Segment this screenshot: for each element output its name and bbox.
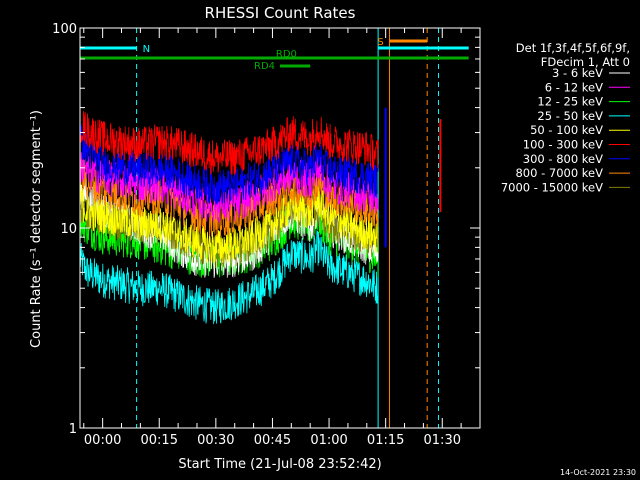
y-tick-label-1: 10 xyxy=(60,222,77,237)
legend-label-8: 7000 - 15000 keV xyxy=(501,180,603,194)
x-axis-label: Start Time (21-Jul-08 23:52:42) xyxy=(178,457,381,472)
flag-label-n-0: N xyxy=(143,44,150,55)
flag-label-rd4-4: RD4 xyxy=(254,61,275,72)
axes-layer: 1 10 100 00:00 00:15 00:30 00:45 01:00 01:15 01:3… xyxy=(52,22,481,448)
x-tick-label-3: 00:45 xyxy=(254,433,291,448)
x-tick-label-5: 01:15 xyxy=(367,433,404,448)
x-tick-label-6: 01:30 xyxy=(424,433,461,448)
legend-label-7: 800 - 7000 keV xyxy=(515,166,603,180)
legend-label-2: 12 - 25 keV xyxy=(537,95,603,109)
legend-header-line-2: FDecim 1, Att 0 xyxy=(541,55,630,69)
x-tick-label-4: 01:00 xyxy=(310,433,347,448)
legend-label-5: 100 - 300 keV xyxy=(523,138,603,152)
y-tick-label-2: 100 xyxy=(52,22,77,37)
x-tick-label-0: 00:00 xyxy=(84,433,121,448)
footer-timestamp: 14-Oct-2021 23:30 xyxy=(560,468,636,477)
x-tick-label-1: 00:15 xyxy=(141,433,178,448)
x-tick-label-2: 00:30 xyxy=(197,433,234,448)
series-line-100-300-kev xyxy=(80,110,379,176)
chart-title: RHESSI Count Rates xyxy=(205,4,356,22)
series-line-800-7000-kev xyxy=(80,159,379,237)
legend-header-line-1: Det 1f,3f,4f,5f,6f,9f, xyxy=(516,41,630,55)
flag-label-s-2: S xyxy=(377,37,383,48)
legend-label-4: 50 - 100 keV xyxy=(530,123,603,137)
series-line-25-50-kev xyxy=(80,230,379,325)
y-tick-label-0: 1 xyxy=(69,422,77,437)
series-line-50-100-kev xyxy=(80,183,379,263)
legend-label-6: 300 - 800 keV xyxy=(523,152,603,166)
series-line-6-12-kev xyxy=(80,146,379,223)
legend-label-0: 3 - 6 keV xyxy=(552,66,603,80)
y-axis-label: Count Rate (s⁻¹ detector segment⁻¹) xyxy=(29,110,44,348)
flag-label-rd0-3: RD0 xyxy=(276,49,297,60)
legend-label-1: 6 - 12 keV xyxy=(545,80,603,94)
legend-label-3: 25 - 50 keV xyxy=(537,109,603,123)
